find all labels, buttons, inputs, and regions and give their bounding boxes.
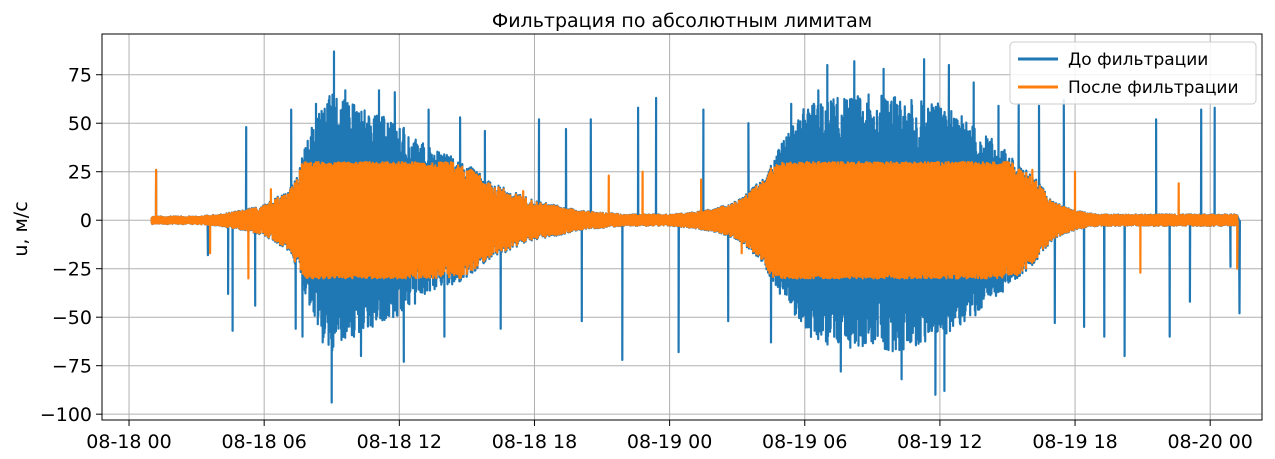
y-tick-label: −25 xyxy=(52,259,92,281)
y-axis-label: u, м/с xyxy=(10,201,32,256)
series-line-after-filtering xyxy=(150,160,1239,280)
chart-title: Фильтрация по абсолютным лимитам xyxy=(492,10,872,32)
y-tick-label: −75 xyxy=(52,356,92,378)
x-tick-label: 08-19 00 xyxy=(627,431,712,453)
legend-label: До фильтрации xyxy=(1068,50,1208,70)
y-tick-label: 75 xyxy=(68,65,92,87)
x-tick-label: 08-18 06 xyxy=(221,431,306,453)
x-tick-label: 08-19 12 xyxy=(897,431,982,453)
legend: До фильтрации После фильтрации xyxy=(1009,41,1257,105)
y-tick-label: 25 xyxy=(68,162,92,184)
plot-frame xyxy=(101,33,1263,421)
y-tick-label: 50 xyxy=(68,113,92,135)
legend-box xyxy=(1009,41,1257,105)
x-tick-label: 08-20 00 xyxy=(1167,431,1252,453)
x-tick-label: 08-18 00 xyxy=(86,431,171,453)
y-tick-label: 0 xyxy=(80,210,92,232)
x-tick-label: 08-18 12 xyxy=(357,431,442,453)
y-tick-label: −50 xyxy=(52,307,92,329)
x-tick-label: 08-18 18 xyxy=(492,431,577,453)
series-layer xyxy=(150,50,1241,404)
y-axis: 75 50 25 0 −25 −50 −75 −100 xyxy=(40,65,102,426)
x-tick-label: 08-19 06 xyxy=(762,431,847,453)
y-tick-label: −100 xyxy=(40,404,92,426)
x-tick-label: 08-19 18 xyxy=(1032,431,1117,453)
legend-label: После фильтрации xyxy=(1068,78,1239,98)
x-axis: 08-18 00 08-18 06 08-18 12 08-18 18 08-19 00… xyxy=(86,420,1253,453)
